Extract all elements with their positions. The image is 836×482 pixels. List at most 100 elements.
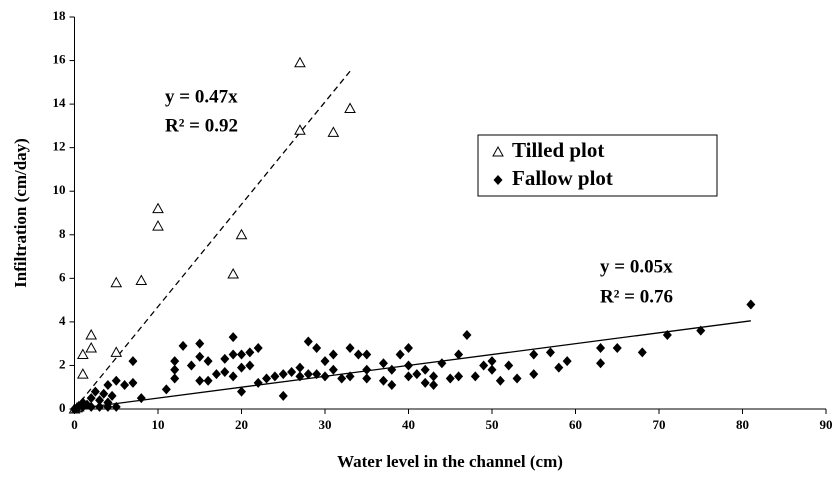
diamond-point <box>262 373 272 384</box>
diamond-point <box>429 380 439 391</box>
diamond-point <box>387 380 397 391</box>
triangle-point <box>135 274 148 286</box>
x-axis-title: Water level in the channel (cm) <box>337 452 563 471</box>
diamond-point <box>203 375 213 386</box>
y-tick-label: 16 <box>53 52 67 67</box>
y-tick-label: 14 <box>53 95 67 110</box>
diamond-point <box>86 393 96 404</box>
diamond-point <box>445 373 455 384</box>
x-tick-label: 40 <box>402 417 415 432</box>
diamond-point <box>420 364 430 375</box>
diamond-point <box>228 349 238 360</box>
x-tick-label: 70 <box>653 417 666 432</box>
diamond-point <box>454 371 464 382</box>
triangle-point <box>294 56 306 68</box>
diamond-point <box>270 371 280 382</box>
diamond-point <box>245 360 255 371</box>
diamond-point <box>596 358 606 369</box>
diamond-point <box>512 373 522 384</box>
diamond-point <box>303 369 313 380</box>
diamond-point <box>479 360 489 371</box>
diamond-point <box>378 358 388 369</box>
diamond-point <box>303 336 313 347</box>
diamond-point <box>312 343 322 354</box>
diamond-point <box>103 397 113 408</box>
diamond-point <box>328 364 338 375</box>
diamond-point <box>253 377 263 388</box>
diamond-point <box>637 347 647 358</box>
triangle-point <box>492 145 504 157</box>
diamond-point <box>612 343 622 354</box>
diamond-point <box>120 380 130 391</box>
triangle-point <box>235 228 248 240</box>
diamond-point <box>220 353 230 364</box>
diamond-point <box>487 364 497 375</box>
diamond-point <box>420 377 430 388</box>
diamond-point <box>493 175 503 185</box>
trend-r2: R² = 0.92 <box>165 115 238 136</box>
x-tick-label: 20 <box>235 417 248 432</box>
triangle-point <box>110 276 123 288</box>
diamond-point <box>245 347 255 358</box>
diamond-point <box>320 356 330 367</box>
diamond-point <box>337 373 347 384</box>
trend-r2: R² = 0.76 <box>600 286 673 307</box>
diamond-point <box>186 360 196 371</box>
diamond-point <box>362 349 372 360</box>
legend-box <box>477 134 718 197</box>
diamond-point <box>404 360 413 371</box>
diamond-point <box>86 401 96 412</box>
diamond-point <box>412 369 422 380</box>
diamond-point <box>404 371 413 382</box>
diamond-point <box>111 401 121 412</box>
y-tick-label: 10 <box>53 182 66 197</box>
diamond-point <box>128 356 138 367</box>
diamond-point <box>345 343 355 354</box>
x-tick-label: 90 <box>820 417 833 432</box>
x-tick-label: 50 <box>486 417 499 432</box>
triangle-point <box>85 328 98 340</box>
legend-label: Tilled plot <box>512 138 604 162</box>
trend-equation: y = 0.05x <box>600 256 673 277</box>
diamond-point <box>170 364 180 375</box>
y-tick-label: 8 <box>59 226 66 241</box>
triangle-point <box>152 220 164 231</box>
trendline <box>73 70 351 410</box>
diamond-point <box>462 329 472 340</box>
diamond-point <box>287 366 297 377</box>
diamond-point <box>545 347 555 358</box>
diamond-point <box>529 349 539 360</box>
y-tick-label: 0 <box>59 400 66 415</box>
triangle-point <box>152 202 164 214</box>
diamond-point <box>696 325 706 336</box>
diamond-point <box>562 356 572 367</box>
diamond-point <box>178 340 188 351</box>
diamond-point <box>378 375 388 386</box>
x-tick-label: 60 <box>569 417 582 432</box>
diamond-point <box>237 386 246 397</box>
diamond-point <box>228 371 238 382</box>
diamond-point <box>203 356 213 367</box>
diamond-point <box>746 299 756 310</box>
diamond-point <box>103 380 113 391</box>
triangle-point <box>294 124 306 135</box>
diamond-point <box>504 360 514 371</box>
diamond-point <box>454 349 464 360</box>
diamond-point <box>90 386 100 397</box>
diamond-point <box>662 329 672 340</box>
diamond-point <box>95 395 105 406</box>
y-axis-title: Infiltration (cm/day) <box>11 138 30 288</box>
diamond-point <box>554 362 564 373</box>
diamond-point <box>429 371 439 382</box>
legend-label: Fallow plot <box>512 166 613 190</box>
triangle-point <box>344 102 356 113</box>
diamond-point <box>161 384 171 395</box>
diamond-point <box>596 343 606 354</box>
y-tick-label: 12 <box>53 139 66 154</box>
y-tick-label: 2 <box>59 356 66 371</box>
triangle-point <box>85 341 98 353</box>
triangle-point <box>77 368 89 379</box>
diamond-point <box>320 371 330 382</box>
triangle-point <box>110 346 123 357</box>
